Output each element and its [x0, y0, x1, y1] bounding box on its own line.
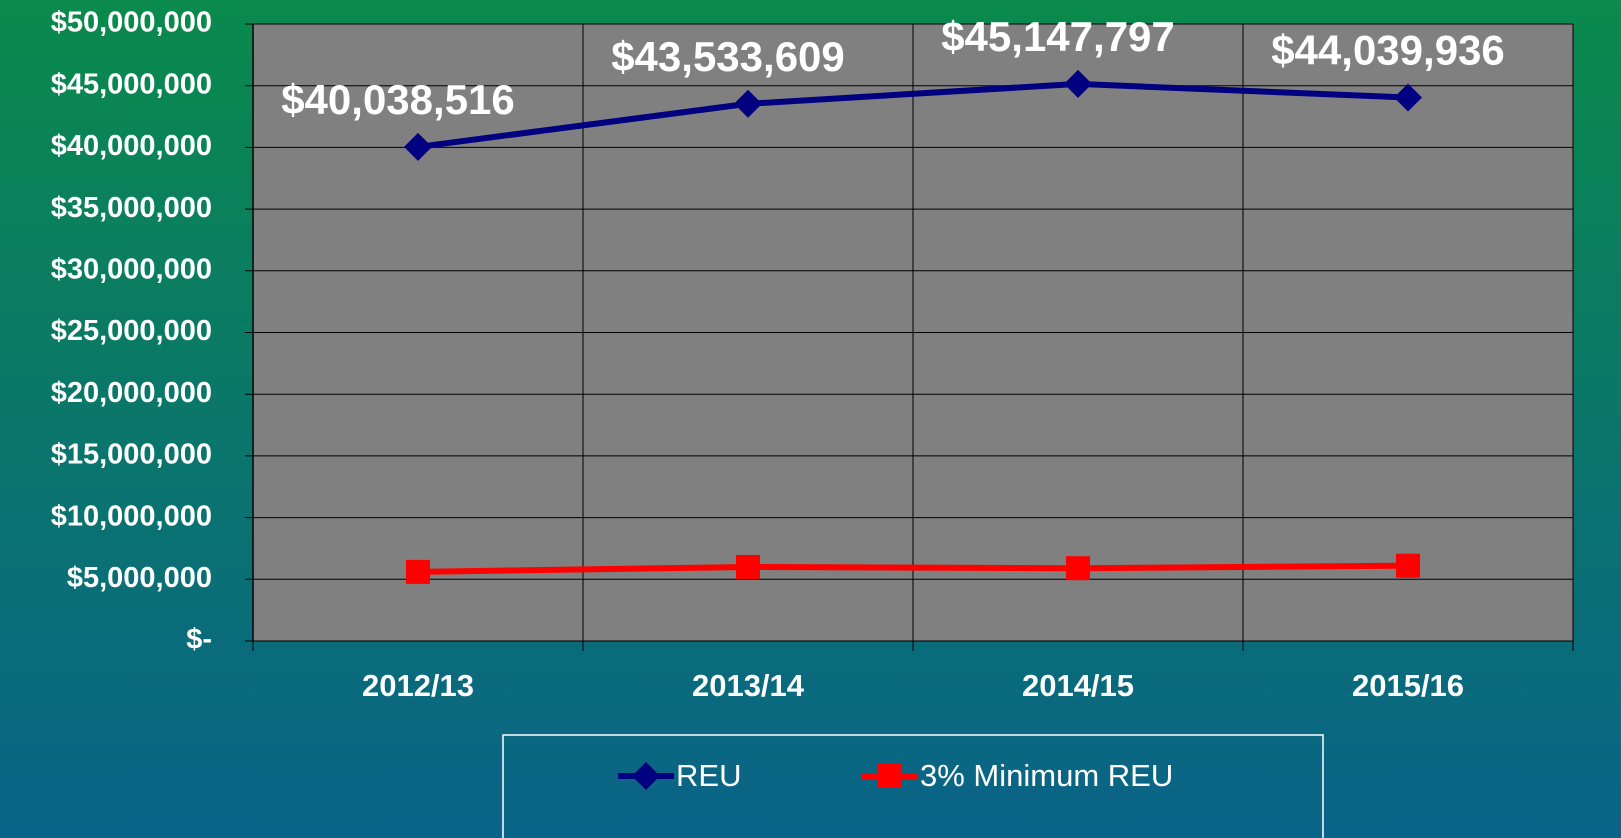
y-tick-label: $45,000,000: [51, 68, 212, 100]
y-tick-label: $5,000,000: [67, 562, 212, 594]
y-tick-label: $15,000,000: [51, 439, 212, 471]
y-tick-label: $25,000,000: [51, 315, 212, 347]
data-point: [406, 559, 430, 584]
data-point: [404, 132, 432, 161]
data-point: [1394, 83, 1422, 112]
data-label: $45,147,797: [941, 13, 1175, 60]
data-label: $44,039,936: [1271, 27, 1505, 74]
series-line: [417, 562, 1409, 575]
y-tick-label: $20,000,000: [51, 377, 212, 409]
legend-box: [502, 734, 1324, 838]
data-label: $40,038,516: [281, 76, 515, 123]
x-tick-label: 2012/13: [362, 668, 474, 703]
legend-label: 3% Minimum REU: [920, 758, 1173, 793]
data-point: [1064, 69, 1092, 98]
data-point: [1066, 556, 1090, 581]
legend-swatch-marker: [878, 764, 902, 788]
y-tick-label: $50,000,000: [51, 7, 212, 39]
series-line: [417, 80, 1409, 150]
x-tick-label: 2015/16: [1352, 668, 1464, 703]
data-point: [736, 554, 760, 579]
x-tick-label: 2014/15: [1022, 668, 1134, 703]
legend-swatch-marker: [632, 762, 660, 790]
y-tick-label: $30,000,000: [51, 253, 212, 285]
legend-label: REU: [676, 758, 741, 793]
data-label: $43,533,609: [611, 33, 845, 80]
y-tick-label: $40,000,000: [51, 130, 212, 162]
y-tick-label: $10,000,000: [51, 500, 212, 532]
y-tick-label: $35,000,000: [51, 192, 212, 224]
x-tick-label: 2013/14: [692, 668, 805, 703]
data-point: [734, 89, 762, 118]
data-point: [1396, 553, 1420, 578]
y-tick-label: $-: [186, 624, 212, 656]
